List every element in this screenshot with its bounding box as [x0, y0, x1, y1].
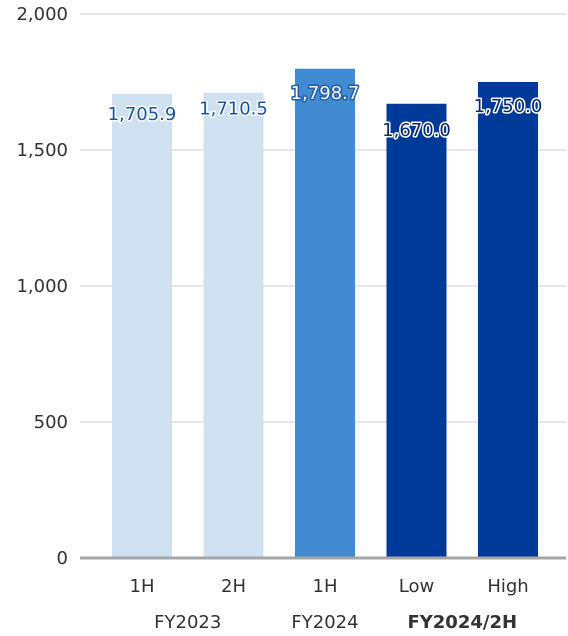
data-label: 1,705.9 [108, 104, 177, 125]
y-tick-label: 1,500 [16, 140, 68, 161]
data-label: 1,750.0 [474, 96, 543, 117]
group-label: FY2024 [291, 612, 358, 633]
data-label: 1,798.7 [291, 83, 360, 104]
x-tick-label: 1H [313, 576, 338, 597]
bar [386, 103, 447, 558]
x-tick-label: High [487, 576, 528, 597]
data-label: 1,670.0 [382, 120, 451, 141]
x-axis: 1H 2H 1H Low High [130, 576, 529, 597]
bar [478, 82, 538, 558]
y-tick-label: 0 [57, 548, 68, 569]
y-tick-label: 1,000 [16, 276, 68, 297]
x-tick-label: 2H [221, 576, 246, 597]
bars [112, 68, 538, 558]
data-labels: 1,705.9 1,710.5 1,798.7 1,670.0 1,750.0 [106, 81, 544, 142]
data-label: 1,710.5 [199, 99, 268, 120]
x-tick-label: 1H [130, 576, 155, 597]
category-groups: FY2023 FY2024 FY2024/2H [154, 612, 517, 633]
group-label: FY2023 [154, 612, 221, 633]
bar [295, 68, 355, 558]
x-tick-label: Low [399, 576, 434, 597]
bar [112, 93, 172, 558]
y-axis: 0 500 1,000 1,500 2,000 [16, 4, 68, 569]
bar [203, 92, 264, 558]
y-tick-label: 500 [34, 412, 68, 433]
group-label: FY2024/2H [407, 612, 517, 633]
y-tick-label: 2,000 [16, 4, 68, 25]
